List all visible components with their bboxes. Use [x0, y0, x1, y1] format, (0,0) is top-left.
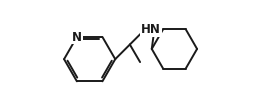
Text: N: N: [72, 31, 82, 44]
Text: HN: HN: [141, 23, 161, 36]
